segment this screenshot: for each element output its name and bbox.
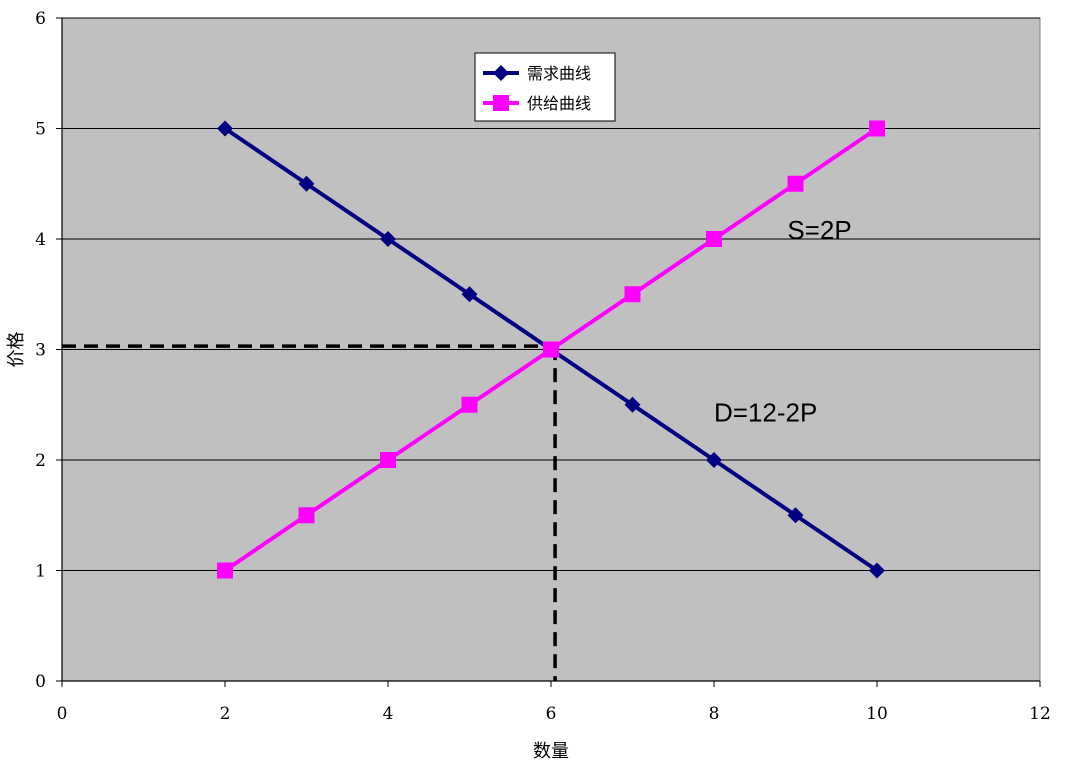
series-1-point-6 xyxy=(706,231,722,247)
series-1-point-8 xyxy=(869,120,885,137)
legend-label-0: 需求曲线 xyxy=(527,64,591,83)
annotation-1: D=12-2P xyxy=(714,397,817,427)
series-1-point-1 xyxy=(298,507,315,524)
series-0-point-1 xyxy=(298,175,315,192)
series-1-point-0 xyxy=(217,562,233,579)
y-tick-label-0: 0 xyxy=(35,672,46,692)
legend-marker-1 xyxy=(493,95,509,111)
x-tick-label-10: 10 xyxy=(866,704,888,724)
y-tick-label-2: 2 xyxy=(35,451,46,471)
y-tick-label-6: 6 xyxy=(35,9,46,29)
x-axis-title: 数量 xyxy=(533,741,569,762)
x-tick-label-4: 4 xyxy=(383,704,394,724)
legend-label-1: 供给曲线 xyxy=(527,94,591,113)
series-1-point-4 xyxy=(543,341,559,358)
series-0-point-8 xyxy=(869,562,885,579)
series-0-point-0 xyxy=(217,120,233,137)
y-axis-title: 价格 xyxy=(6,332,27,368)
series-0-point-7 xyxy=(787,507,804,524)
series-1-point-5 xyxy=(624,286,641,303)
x-tick-label-0: 0 xyxy=(57,704,68,724)
y-tick-label-4: 4 xyxy=(35,230,46,250)
y-tick-label-5: 5 xyxy=(35,120,46,140)
series-0-point-6 xyxy=(706,452,722,468)
y-tick-label-3: 3 xyxy=(35,341,46,361)
series-0-point-2 xyxy=(380,231,396,247)
series-1-point-3 xyxy=(461,396,478,413)
legend-marker-0 xyxy=(493,65,509,81)
series-0-point-5 xyxy=(624,396,641,413)
x-tick-label-12: 12 xyxy=(1029,704,1051,724)
annotation-0: S=2P xyxy=(787,215,851,245)
x-tick-label-6: 6 xyxy=(546,704,557,724)
series-1-point-7 xyxy=(787,175,804,192)
x-tick-label-2: 2 xyxy=(220,704,231,724)
series-0-point-3 xyxy=(461,286,478,303)
series-1-point-2 xyxy=(380,452,396,468)
x-tick-label-8: 8 xyxy=(709,704,720,724)
y-tick-label-1: 1 xyxy=(35,562,46,582)
